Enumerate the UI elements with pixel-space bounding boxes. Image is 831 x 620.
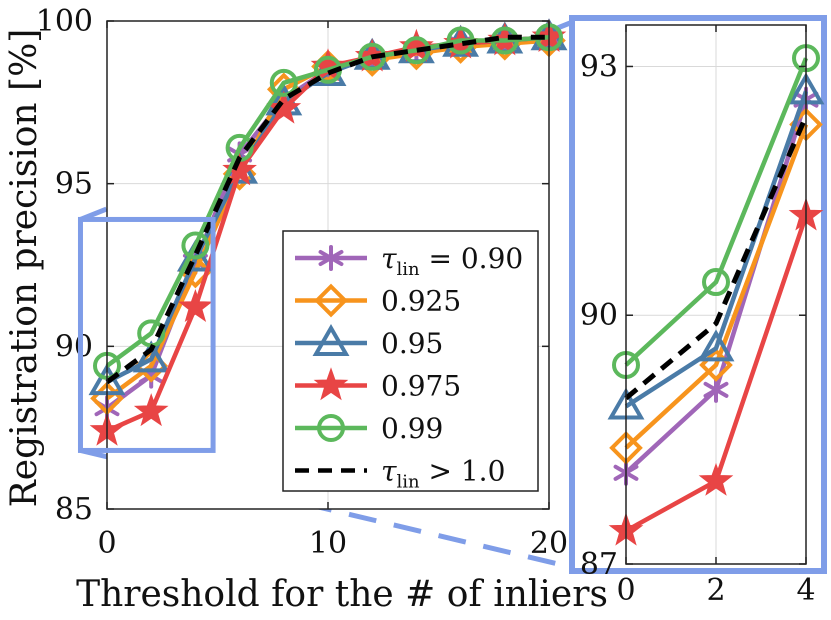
main-data-point [133,393,169,427]
inset-chart: 0 2 4 87 90 93 [569,15,827,608]
main-y-tick-label: 100 [36,4,93,39]
inset-x-tick-label: 2 [706,573,725,608]
y-axis-label: Registration precision [%] [4,29,45,508]
inset-data-point [702,268,730,297]
legend-entry-4: 0.99 [295,412,443,445]
main-y-tick-label: 95 [55,167,93,202]
legend-entry-3: 0.975 [295,367,461,403]
main-x-tick-label: 20 [530,526,568,561]
inset-y-tick-label: 90 [580,298,618,333]
zoom-region-box [77,216,216,453]
legend-marker [317,414,345,442]
main-x-tick-label: 0 [97,526,116,561]
legend-marker [318,245,344,271]
legend-label: 0.975 [381,370,461,403]
legend-entry-2: 0.95 [295,323,443,360]
inset-x-tick-label: 4 [796,573,815,608]
main-data-point [178,289,213,322]
inset-series-line [624,123,809,450]
inset-y-tick-label: 87 [580,547,618,582]
x-axis-label: Threshold for the # of inliers [76,574,608,615]
legend-entry-5: τlin > 1.0 [295,455,505,493]
main-data-point [399,28,434,62]
legend-box [282,230,539,492]
inset-series-line [624,115,809,401]
main-y-tick-label: 85 [55,492,93,527]
inset-series-line [624,90,809,409]
inset-series-5 [624,115,809,401]
main-data-point [222,152,257,186]
legend-label: 0.925 [381,285,461,318]
main-series-line [105,34,549,385]
legend-label: 0.95 [381,327,443,360]
legend-label: 0.99 [381,412,443,445]
main-data-point [310,48,346,82]
main-data-point [269,68,298,97]
legend-entry-0: τlin = 0.90 [295,242,523,280]
inset-x-tick-label: 0 [616,573,635,608]
main-data-point [181,231,210,260]
legend-entry-1: 0.925 [295,283,461,318]
legend-marker [312,323,350,356]
inset-data-point [698,462,734,496]
main-data-point [266,90,302,124]
legend-marker [313,367,349,401]
legend-label: τlin > 1.0 [381,455,505,493]
inset-y-tick-label: 93 [580,49,618,84]
main-data-point [132,340,170,373]
inset-series-line [624,57,809,367]
main-y-tick-label: 90 [55,329,93,364]
main-x-tick-label: 10 [309,526,347,561]
legend-label: τlin = 0.90 [381,242,523,280]
legend-marker [314,283,348,318]
inset-data-point [703,376,729,403]
legend: τlin = 0.90 0.925 0.95 0.975 0.99 τlin > 1.0 [282,230,539,493]
inset-data-point [697,329,735,362]
main-series-5 [105,34,549,385]
